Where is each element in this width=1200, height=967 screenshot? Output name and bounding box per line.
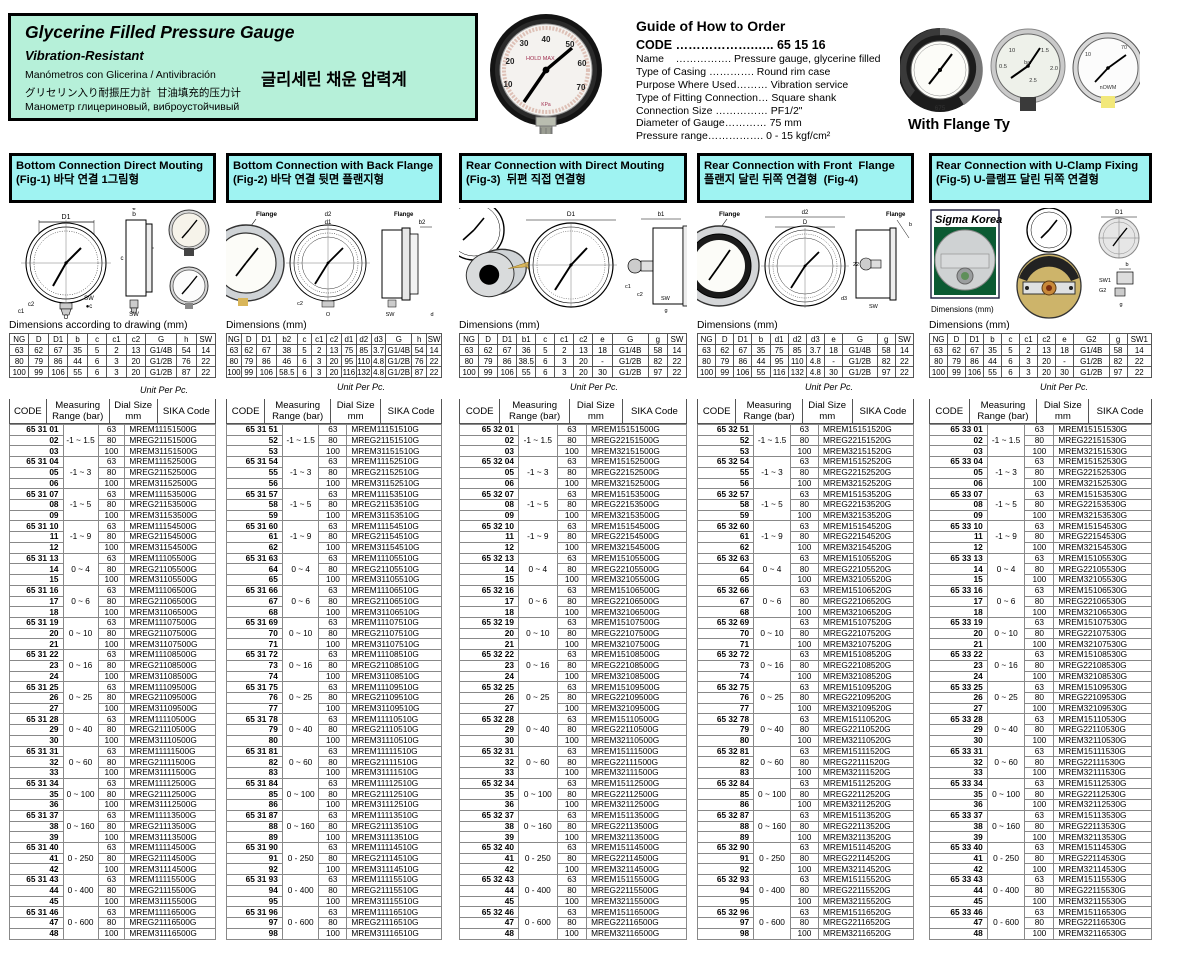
svg-text:70: 70 [1121,45,1127,51]
svg-text:Flange: Flange [256,211,277,218]
svg-text:c2: c2 [637,292,643,298]
svg-text:c1: c1 [625,284,631,290]
svg-text:c2: c2 [28,302,35,308]
svg-text:O: O [326,312,331,318]
svg-text:b: b [1125,262,1128,268]
svg-text:HOLD MAX: HOLD MAX [526,56,555,62]
svg-text:g: g [1119,302,1122,308]
svg-text:D: D [803,220,808,226]
svg-text:d2: d2 [325,212,332,218]
svg-text:c1: c1 [18,309,25,315]
svg-text:2.5: 2.5 [1029,78,1037,84]
svg-text:g: g [664,308,667,314]
svg-text:10: 10 [504,80,513,89]
svg-text:D1: D1 [567,211,576,218]
svg-text:70: 70 [577,83,586,92]
svg-text:Dimensions (mm): Dimensions (mm) [931,305,994,314]
svg-text:●c: ●c [86,304,93,310]
svg-text:b: b [909,222,912,228]
svg-text:22: 22 [853,262,859,268]
svg-text:10: 10 [1009,48,1015,54]
svg-text:d2: d2 [802,210,809,216]
svg-text:b1: b1 [658,212,665,218]
svg-text:675: 675 [935,105,946,112]
svg-text:c: c [121,256,124,262]
svg-text:SW: SW [661,296,671,302]
svg-text:2.0: 2.0 [1050,66,1058,72]
svg-text:SW: SW [386,312,396,318]
svg-text:Flange: Flange [719,211,740,218]
svg-text:10: 10 [1085,52,1091,58]
svg-text:SW: SW [129,312,139,318]
svg-text:40: 40 [542,35,551,44]
svg-text:D1: D1 [1115,210,1123,216]
svg-text:D1: D1 [62,214,71,221]
svg-text:Flange: Flange [394,212,414,218]
svg-text:Sigma Korea: Sigma Korea [935,214,1002,226]
svg-text:60: 60 [578,59,587,68]
svg-text:SW: SW [84,296,94,302]
svg-text:KPa: KPa [541,102,551,108]
svg-text:c2: c2 [297,301,303,307]
svg-text:d: d [430,312,433,318]
svg-text:nOWM: nOWM [1100,85,1117,91]
svg-text:30: 30 [520,39,529,48]
svg-text:20: 20 [506,57,515,66]
svg-text:G2: G2 [1099,288,1106,294]
svg-text:b: b [132,211,136,218]
svg-text:d3: d3 [841,296,847,302]
svg-text:0.5: 0.5 [999,64,1007,70]
svg-text:Flange: Flange [886,212,906,218]
svg-text:b2: b2 [419,220,426,226]
svg-text:SW: SW [869,304,879,310]
svg-text:SW1: SW1 [1099,278,1111,284]
svg-text:1.5: 1.5 [1041,48,1049,54]
